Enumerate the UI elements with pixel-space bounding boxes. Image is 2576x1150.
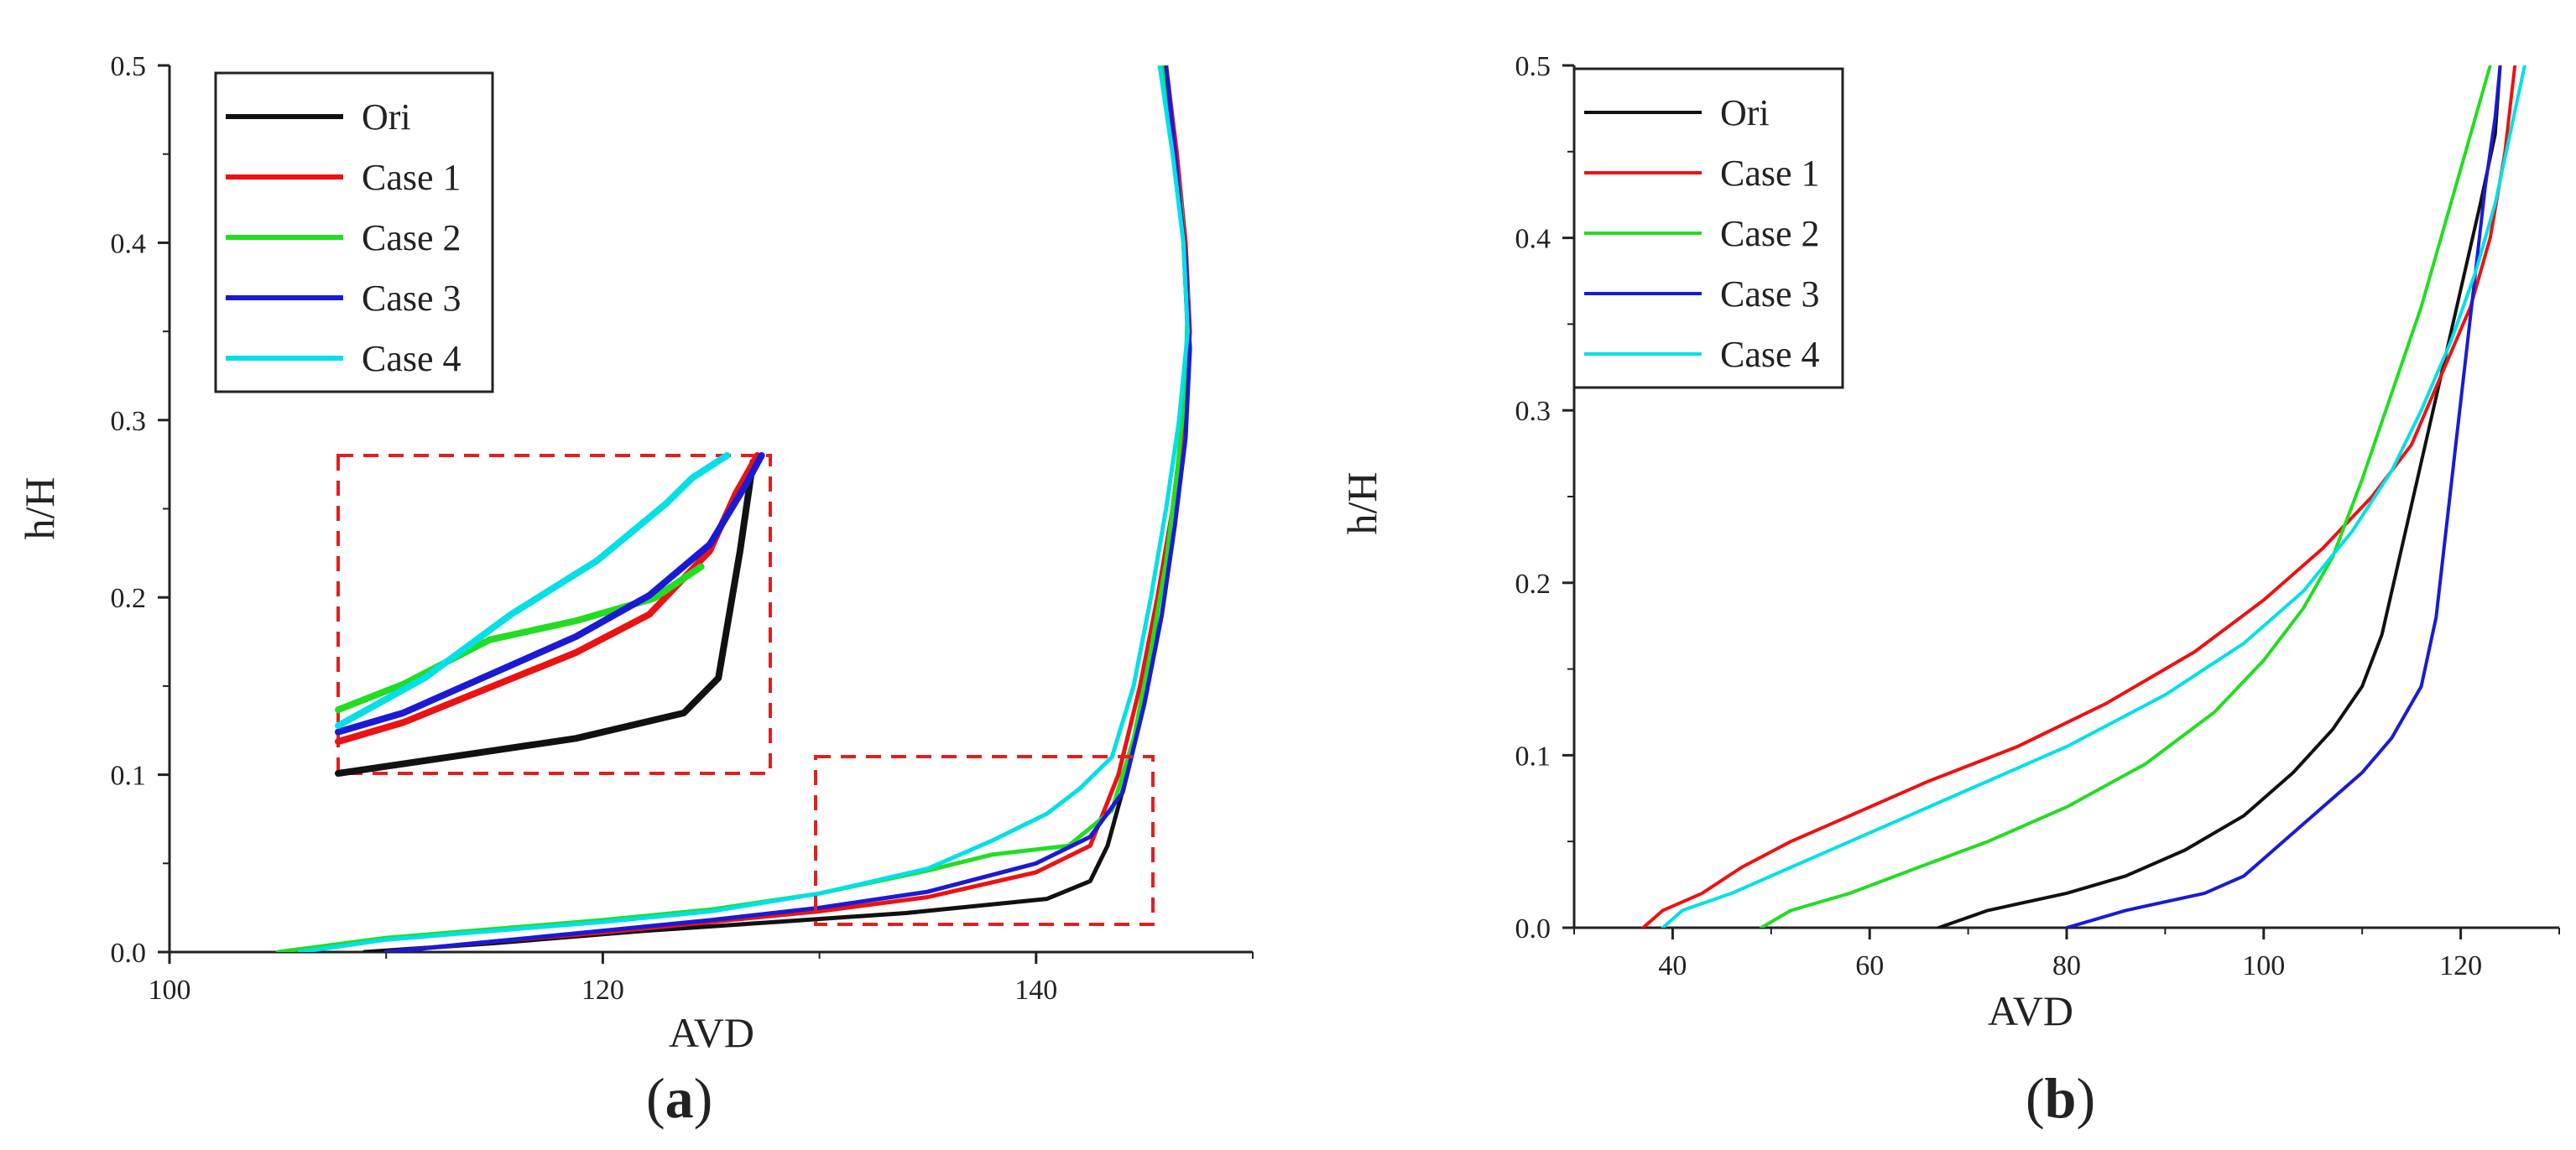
series-line-case-3 bbox=[2065, 65, 2502, 928]
legend-item: Case 3 bbox=[226, 278, 461, 319]
x-tick-label: 120 bbox=[2439, 950, 2482, 981]
x-tick-label: 80 bbox=[2052, 950, 2081, 981]
y-tick-label: 0.4 bbox=[1515, 224, 1551, 255]
panel-caption: (b) bbox=[2026, 1066, 2095, 1130]
y-axis-title: h/H bbox=[1338, 472, 1385, 535]
y-tick-label: 0.1 bbox=[1515, 741, 1551, 772]
x-axis-title: AVD bbox=[1988, 987, 2073, 1034]
legend-box bbox=[214, 71, 494, 393]
y-tick-label: 0.2 bbox=[1515, 569, 1551, 600]
inset-zoom bbox=[335, 452, 772, 777]
panel-caption: (a) bbox=[646, 1066, 712, 1130]
panel-b-chart: 40 60 80 100 120 0.0 0.1 0.2 0.3 0.4 0.5 AVD h/H Ori C… bbox=[1338, 51, 2560, 1130]
caption-close-paren: ) bbox=[694, 1066, 713, 1130]
x-axis-title: AVD bbox=[669, 1009, 754, 1056]
y-tick-label: 0.5 bbox=[111, 51, 147, 82]
legend-label: Case 4 bbox=[362, 338, 461, 379]
series-line-case-4 bbox=[297, 65, 1190, 952]
y-tick-label: 0.2 bbox=[111, 583, 147, 614]
legend-label: Ori bbox=[1720, 92, 1770, 133]
legend-label: Case 2 bbox=[362, 217, 461, 258]
inset-series-ori bbox=[335, 458, 757, 777]
x-tick-label: 40 bbox=[1658, 950, 1687, 981]
y-axis-title: h/H bbox=[16, 477, 63, 540]
y-tick-label: 0.1 bbox=[111, 761, 147, 792]
legend-label: Ori bbox=[362, 96, 411, 138]
legend-label: Case 2 bbox=[1720, 213, 1820, 254]
legend-item: Case 2 bbox=[1584, 213, 1820, 254]
legend-item: Case 4 bbox=[1584, 334, 1820, 375]
caption-letter: a bbox=[665, 1066, 694, 1130]
legend-label: Case 3 bbox=[362, 278, 461, 319]
legend-item: Case 2 bbox=[226, 217, 461, 258]
x-tick-label: 100 bbox=[2242, 950, 2285, 981]
legend-label: Case 1 bbox=[1720, 153, 1820, 194]
y-tick-label: 0.0 bbox=[111, 938, 147, 969]
y-tick-label: 0.0 bbox=[1515, 913, 1551, 944]
inset-series-case-3 bbox=[335, 452, 765, 736]
legend: Ori Case 1 Case 2 Case 3 Case 4 bbox=[1572, 67, 1844, 389]
legend: Ori Case 1 Case 2 Case 3 Case 4 bbox=[214, 71, 494, 393]
caption-letter: b bbox=[2045, 1066, 2077, 1130]
legend-item: Ori bbox=[226, 96, 411, 138]
inset-series-case-4 bbox=[335, 452, 731, 730]
legend-label: Case 4 bbox=[1720, 334, 1820, 375]
caption-open-paren: ( bbox=[646, 1066, 665, 1130]
series-line-ori bbox=[1937, 65, 2502, 928]
x-tick-label: 140 bbox=[1014, 975, 1057, 1006]
inset-series-case-2 bbox=[335, 563, 705, 714]
y-tick-label: 0.4 bbox=[111, 228, 147, 259]
legend-item: Case 3 bbox=[1584, 273, 1820, 315]
y-tick-label: 0.5 bbox=[1515, 51, 1551, 82]
legend-label: Case 3 bbox=[1720, 273, 1820, 315]
panel-a-chart: 100 120 140 0.0 0.1 0.2 0.3 0.4 0.5 AVD h/H Ori Case… bbox=[16, 51, 1254, 1130]
y-tick-label: 0.3 bbox=[1515, 396, 1551, 427]
legend-item: Case 4 bbox=[226, 338, 461, 379]
caption-open-paren: ( bbox=[2026, 1066, 2045, 1130]
legend-label: Case 1 bbox=[362, 157, 461, 198]
legend-item: Case 1 bbox=[226, 157, 461, 198]
caption-close-paren: ) bbox=[2076, 1066, 2095, 1130]
legend-item: Ori bbox=[1584, 92, 1770, 133]
x-tick-label: 100 bbox=[149, 975, 191, 1006]
x-tick-label: 120 bbox=[581, 975, 624, 1006]
y-tick-label: 0.3 bbox=[111, 406, 147, 437]
series-line-case-2 bbox=[1760, 65, 2492, 928]
legend-item: Case 1 bbox=[1584, 153, 1820, 194]
legend-box bbox=[1572, 67, 1844, 389]
series-line-case-4 bbox=[1661, 65, 2526, 928]
x-tick-label: 60 bbox=[1855, 950, 1884, 981]
